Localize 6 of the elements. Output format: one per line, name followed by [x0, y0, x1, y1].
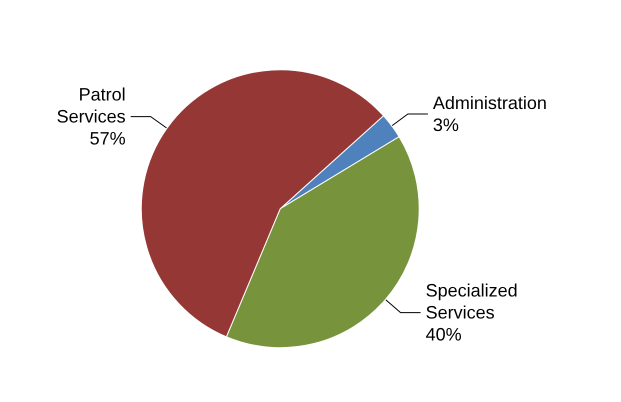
slice-label: Patrol Services	[56, 84, 126, 127]
slice-label: Administration	[432, 92, 547, 113]
slice-label: Specialized Services	[426, 280, 518, 323]
data-label: 57%	[90, 128, 126, 149]
data-label: 3%	[432, 114, 459, 135]
data-label: 40%	[426, 324, 462, 345]
